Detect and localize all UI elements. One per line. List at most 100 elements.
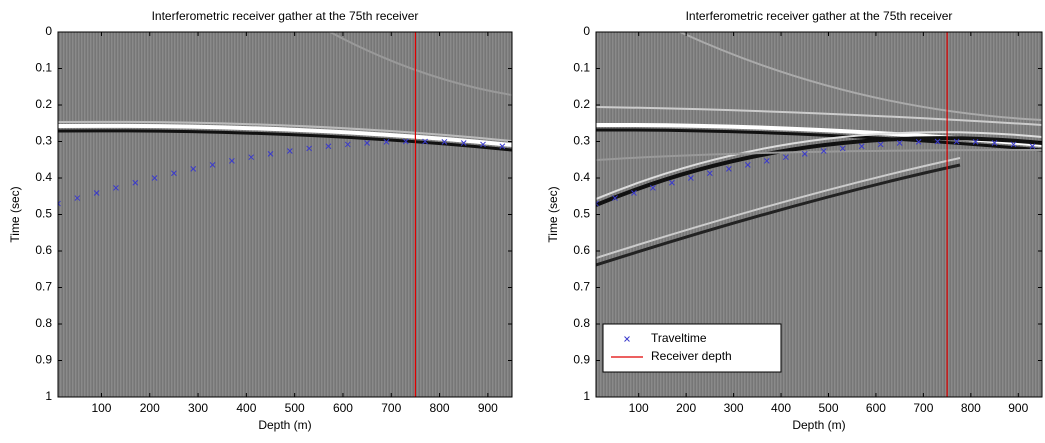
plot (596, 32, 1036, 397)
legend-label: Receiver depth (651, 349, 732, 363)
x-tick-label: 700 (913, 401, 933, 415)
traveltime-marker (858, 143, 865, 150)
traveltime-marker (248, 154, 255, 161)
traveltime-marker (402, 138, 409, 145)
traveltime-marker (267, 151, 274, 157)
traveltime-marker (782, 154, 789, 161)
x-tick-label: 200 (140, 401, 160, 415)
plot (58, 32, 506, 397)
traveltime-marker (612, 195, 618, 201)
y-tick-label: 0.3 (35, 134, 52, 148)
traveltime-marker (190, 166, 197, 172)
x-tick-label: 400 (771, 401, 791, 415)
traveltime-marker (209, 162, 216, 168)
traveltime-marker (801, 151, 808, 157)
traveltime-marker (972, 139, 979, 145)
traveltime-marker (422, 138, 428, 145)
y-tick-label: 0.4 (573, 170, 590, 184)
x-tick-label: 700 (381, 401, 401, 415)
traveltime-marker (707, 170, 713, 177)
traveltime-marker (820, 148, 827, 154)
traveltime-marker (896, 140, 903, 146)
y-tick-label: 0.1 (35, 61, 52, 75)
traveltime-marker (460, 140, 467, 146)
traveltime-marker (953, 138, 960, 145)
y-tick-label: 0.1 (573, 61, 590, 75)
x-tick-label: 500 (285, 401, 305, 415)
traveltime-marker (991, 140, 998, 146)
x-tick-label: 100 (91, 401, 111, 415)
traveltime-marker (650, 185, 656, 191)
y-tick-label: 0.3 (573, 134, 590, 148)
traveltime-marker (1029, 143, 1036, 150)
traveltime-marker (229, 157, 235, 164)
y-tick-label: 0.5 (573, 207, 590, 221)
y-tick-label: 0.9 (573, 353, 590, 367)
traveltime-marker (1010, 141, 1017, 148)
traveltime-marker (669, 179, 675, 186)
traveltime-marker (915, 139, 922, 145)
y-tick-label: 0 (45, 24, 52, 38)
legend-marker (624, 336, 630, 342)
traveltime-marker (93, 190, 100, 196)
traveltime-marker (934, 138, 941, 145)
y-tick-label: 0.5 (35, 207, 52, 221)
traveltime-marker (113, 185, 119, 191)
x-tick-label: 100 (629, 401, 649, 415)
traveltime-marker (441, 139, 448, 145)
chart-title: Interferometric receiver gather at the 7… (152, 9, 419, 23)
traveltime-marker (688, 175, 694, 181)
traveltime-marker (306, 145, 313, 152)
chart-title: Interferometric receiver gather at the 7… (686, 9, 953, 23)
x-tick-label: 800 (430, 401, 450, 415)
traveltime-marker (763, 157, 770, 164)
traveltime-marker (344, 141, 351, 148)
traveltime-marker (151, 175, 158, 181)
traveltime-marker (744, 162, 751, 168)
traveltime-marker (383, 139, 390, 145)
plot-frame (595, 31, 1043, 398)
y-axis-label: Time (sec) (546, 186, 560, 242)
gather-image (58, 32, 512, 397)
traveltime-marker (631, 190, 637, 196)
traveltime-marker (74, 195, 81, 201)
y-tick-label: 0.4 (35, 170, 52, 184)
y-tick-label: 0.7 (573, 280, 590, 294)
traveltime-marker (725, 166, 732, 172)
y-tick-label: 0.8 (35, 316, 52, 330)
y-tick-label: 0.2 (573, 97, 590, 111)
x-tick-label: 300 (188, 401, 208, 415)
traveltime-marker (171, 170, 177, 177)
legend-label: Traveltime (651, 331, 707, 345)
traveltime-marker (58, 200, 61, 207)
legend: Traveltime Receiver depth (602, 323, 782, 373)
x-tick-label: 500 (818, 401, 838, 415)
x-axis-label: Depth (m) (792, 418, 845, 432)
traveltime-marker (480, 141, 486, 148)
traveltime-marker (364, 140, 370, 146)
traveltime-marker (596, 200, 599, 207)
y-tick-label: 0.9 (35, 353, 52, 367)
y-tick-label: 1 (45, 389, 52, 403)
legend-box (602, 323, 782, 373)
x-tick-label: 800 (961, 401, 981, 415)
y-tick-label: 0.8 (573, 316, 590, 330)
traveltime-marker (325, 143, 332, 150)
traveltime-marker (839, 145, 846, 152)
traveltime-marker (286, 148, 293, 154)
y-tick-label: 0.7 (35, 280, 52, 294)
y-axis-label: Time (sec) (8, 186, 22, 242)
x-tick-label: 400 (236, 401, 256, 415)
x-tick-label: 600 (866, 401, 886, 415)
y-tick-label: 0.6 (573, 243, 590, 257)
x-tick-label: 900 (1008, 401, 1028, 415)
x-tick-label: 300 (724, 401, 744, 415)
traveltime-marker (877, 141, 884, 148)
y-tick-label: 0 (583, 24, 590, 38)
traveltime-marker (132, 179, 139, 186)
y-tick-label: 0.6 (35, 243, 52, 257)
x-tick-label: 900 (478, 401, 498, 415)
x-tick-label: 600 (333, 401, 353, 415)
x-axis-label: Depth (m) (258, 418, 311, 432)
